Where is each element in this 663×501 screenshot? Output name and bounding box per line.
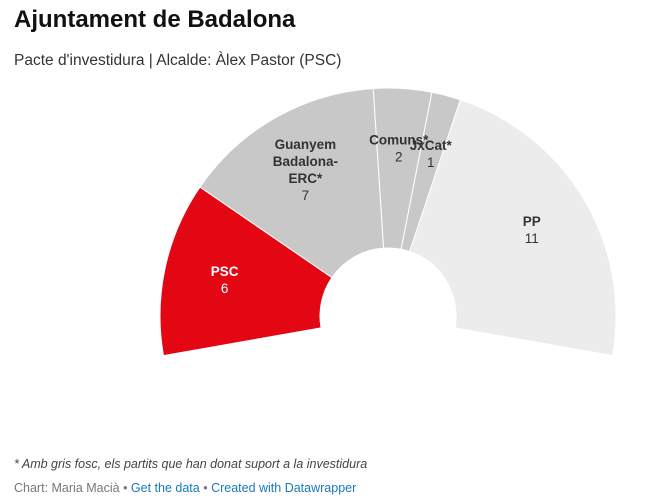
chart-subtitle: Pacte d'investidura | Alcalde: Àlex Past… [14, 52, 342, 69]
half-donut-chart: PSC 6 Guanyem Badalona- ERC* 7 Comuns* 2 JxCat* 1… [159, 87, 617, 357]
slice-value-guanyem-badalona-erc: 7 [302, 188, 310, 203]
slice-label-psc: PSC [211, 264, 239, 279]
slice-label-guanyem-badalona-erc: Badalona- [273, 154, 338, 169]
footer-separator: • [119, 481, 131, 495]
chart-credit: Chart: Maria Macià [14, 481, 120, 495]
chart-title: Ajuntament de Badalona [14, 6, 296, 33]
slice-label-pp: PP [523, 214, 541, 229]
slice-value-jxcat: 1 [427, 155, 435, 170]
slice-label-comuns: Comuns* [369, 133, 429, 148]
slice-value-psc: 6 [221, 281, 229, 296]
slice-value-comuns: 2 [395, 150, 403, 165]
footer-separator: • [199, 481, 212, 495]
slice-label-jxcat: JxCat* [410, 138, 453, 153]
slice-label-guanyem-badalona-erc: Guanyem [275, 137, 337, 152]
slice-value-pp: 11 [525, 231, 539, 246]
created-with-datawrapper-link[interactable]: Created with Datawrapper [211, 481, 357, 495]
chart-note: * Amb gris fosc, els partits que han don… [14, 457, 368, 471]
slice-guanyem-badalona-erc[interactable] [199, 87, 385, 279]
slice-pp[interactable] [408, 99, 617, 357]
get-the-data-link[interactable]: Get the data [130, 481, 200, 495]
chart-footer: Chart: Maria Macià • Get the data • Crea… [14, 481, 356, 495]
slice-psc[interactable] [159, 186, 333, 357]
slice-label-guanyem-badalona-erc: ERC* [288, 171, 323, 186]
